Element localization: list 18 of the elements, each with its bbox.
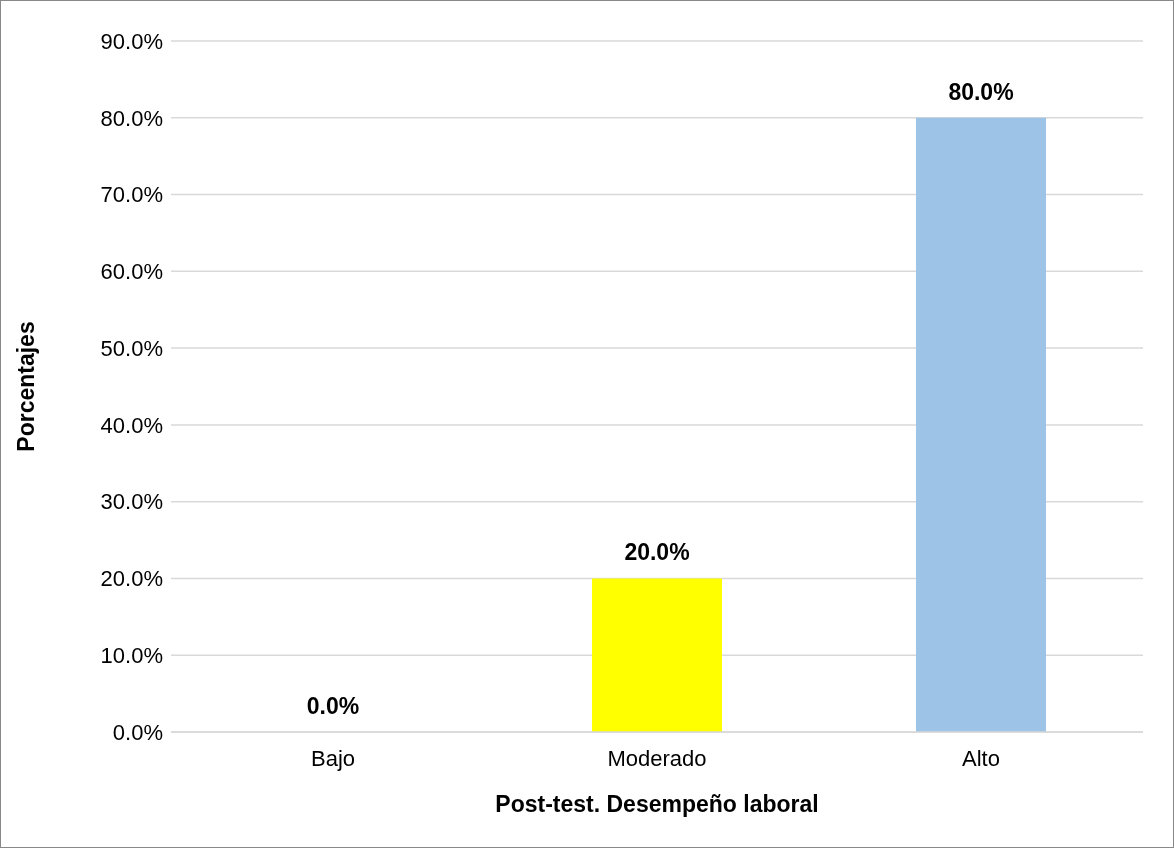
data-label: 20.0% — [624, 539, 690, 566]
y-tick-label: 20.0% — [100, 566, 163, 592]
y-tick-label: 0.0% — [112, 719, 163, 745]
data-label: 0.0% — [306, 693, 360, 719]
y-tick-label: 10.0% — [100, 643, 163, 669]
y-tick-label: 60.0% — [100, 259, 163, 285]
x-tick-label: Bajo — [310, 745, 356, 771]
y-axis-title: Porcentajes — [13, 321, 40, 452]
y-tick-label: 50.0% — [100, 335, 163, 361]
x-axis-title: Post-test. Desempeño laboral — [495, 791, 819, 817]
data-label: 80.0% — [948, 78, 1014, 105]
y-tick-label: 40.0% — [100, 412, 163, 438]
x-tick-label: Moderado — [607, 745, 707, 771]
x-tick-label: Alto — [962, 745, 1000, 771]
y-tick-label: 90.0% — [100, 28, 163, 54]
y-tick-label: 30.0% — [100, 489, 163, 515]
y-tick-label: 80.0% — [100, 105, 163, 131]
y-tick-label: 70.0% — [100, 182, 163, 208]
